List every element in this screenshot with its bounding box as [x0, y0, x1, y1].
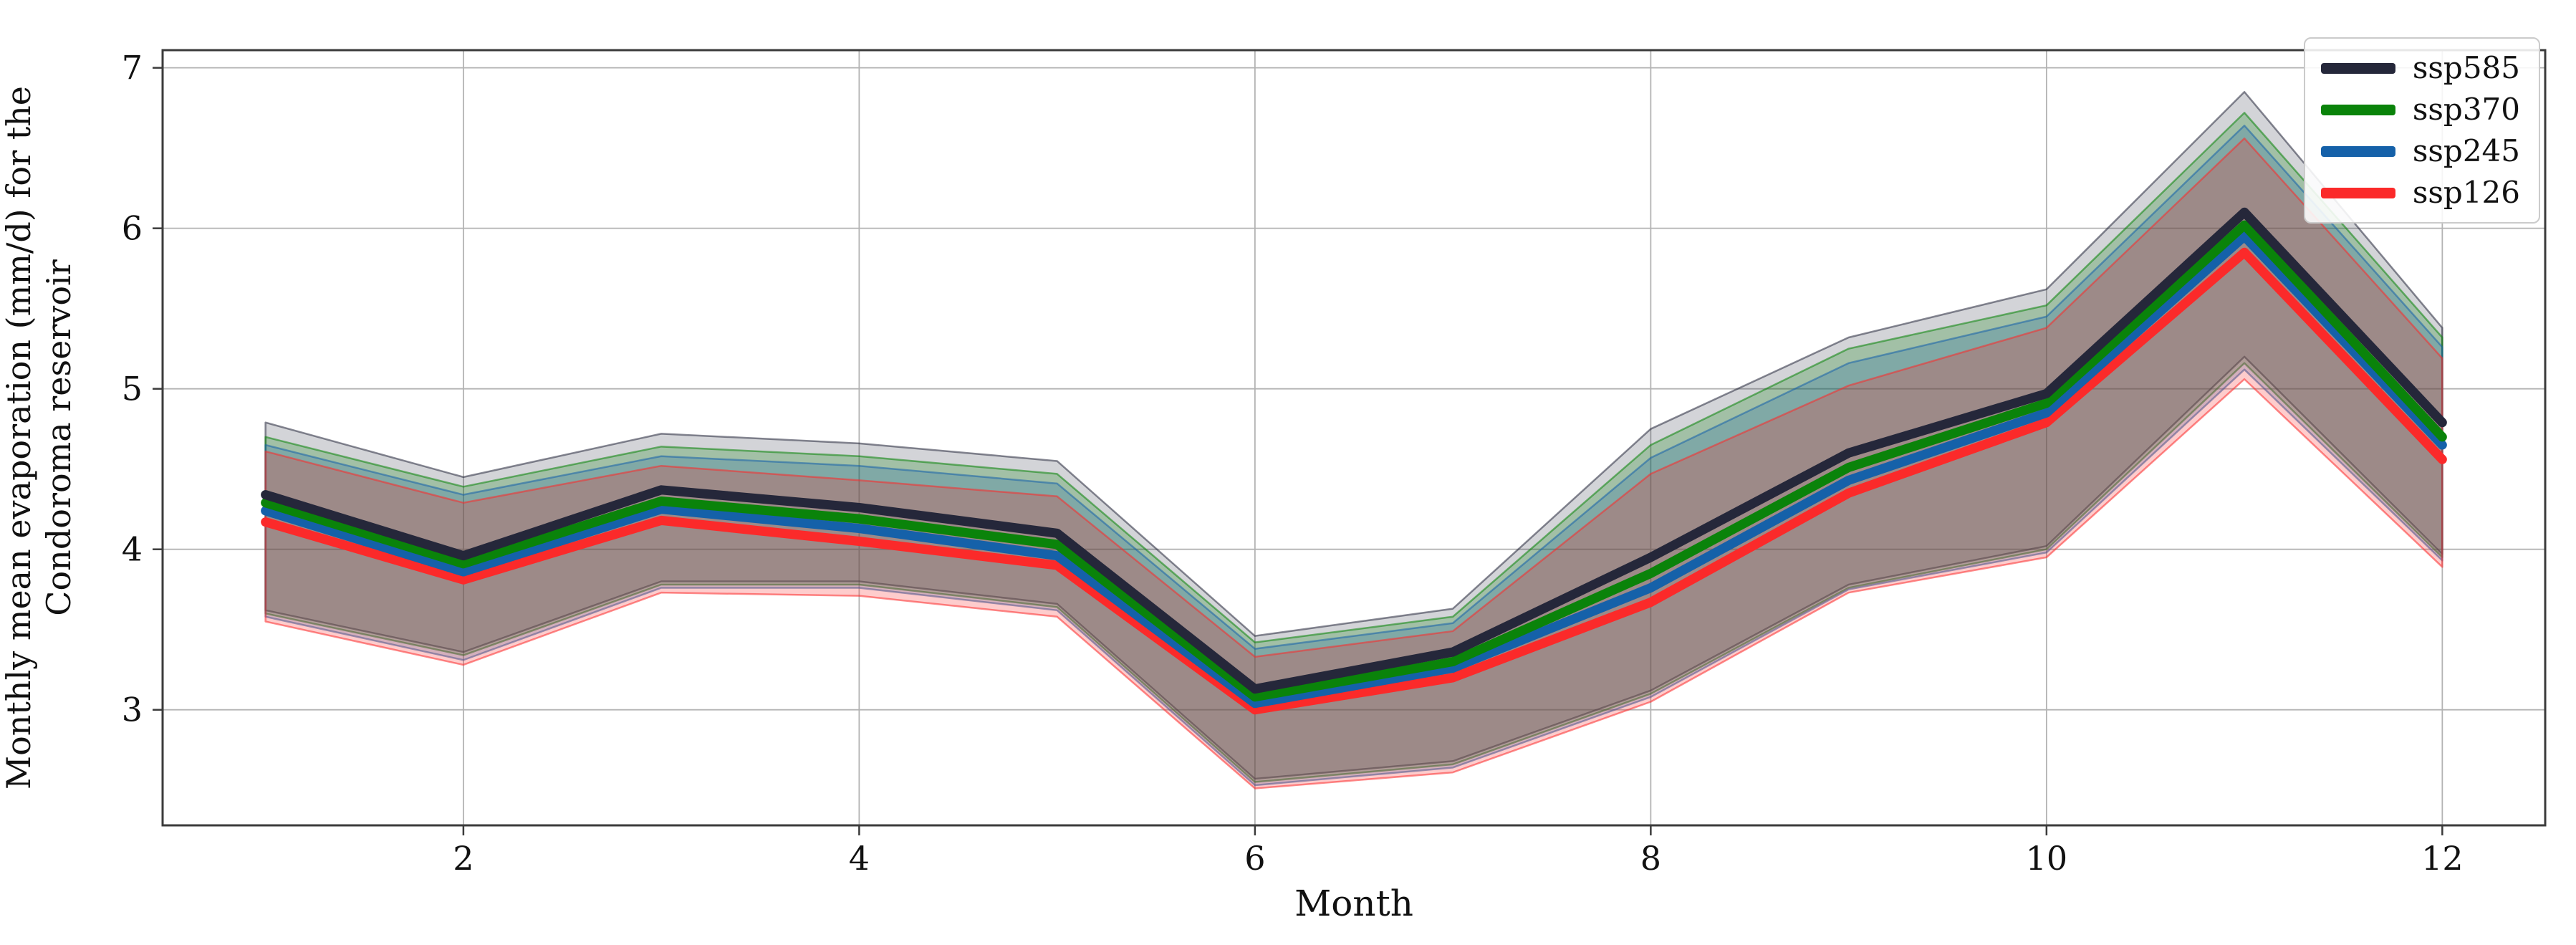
line-ssp126 — [261, 247, 2447, 715]
legend-item-ssp585: ssp585 — [2320, 50, 2520, 85]
y-tick-labels: 3 4 5 6 7 — [122, 49, 143, 729]
y-axis-label: Monthly mean evaporation (mm/d) for the C… — [0, 86, 78, 790]
legend-item-ssp245: ssp245 — [2320, 133, 2520, 168]
svg-text:8: 8 — [1640, 839, 1661, 878]
band-ssp126 — [264, 137, 2443, 790]
legend-swatch-ssp126 — [2320, 187, 2395, 198]
legend-swatch-ssp370 — [2320, 104, 2395, 115]
svg-text:4: 4 — [849, 839, 870, 878]
legend-item-ssp126: ssp126 — [2320, 175, 2520, 210]
legend-label-ssp245: ssp245 — [2412, 133, 2520, 168]
svg-text:5: 5 — [122, 370, 143, 408]
svg-text:Monthly mean evaporation (mm/d: Monthly mean evaporation (mm/d) for the — [0, 86, 38, 790]
legend-item-ssp370: ssp370 — [2320, 92, 2520, 127]
svg-text:4: 4 — [122, 530, 143, 569]
svg-text:2: 2 — [453, 839, 474, 878]
line-ssp245 — [261, 231, 2447, 709]
svg-text:6: 6 — [1244, 839, 1265, 878]
legend-swatch-ssp585 — [2320, 62, 2395, 74]
axis-ticks — [153, 67, 2443, 835]
svg-text:Condoroma reservoir: Condoroma reservoir — [39, 259, 78, 615]
legend: ssp585 ssp370 ssp245 ssp126 — [2303, 37, 2540, 224]
legend-label-ssp370: ssp370 — [2412, 92, 2520, 127]
legend-label-ssp126: ssp126 — [2412, 175, 2520, 210]
plot-border — [161, 49, 2547, 827]
svg-text:7: 7 — [122, 49, 143, 87]
legend-label-ssp585: ssp585 — [2412, 50, 2520, 85]
svg-text:12: 12 — [2421, 839, 2464, 878]
line-ssp585 — [261, 207, 2447, 694]
svg-text:3: 3 — [122, 691, 143, 729]
svg-text:10: 10 — [2026, 839, 2068, 878]
x-tick-labels: 2 4 6 8 10 12 — [453, 839, 2463, 878]
legend-swatch-ssp245 — [2320, 145, 2395, 157]
line-ssp370 — [261, 220, 2447, 702]
svg-text:6: 6 — [122, 209, 143, 248]
x-axis-label: Month — [1294, 883, 1413, 924]
